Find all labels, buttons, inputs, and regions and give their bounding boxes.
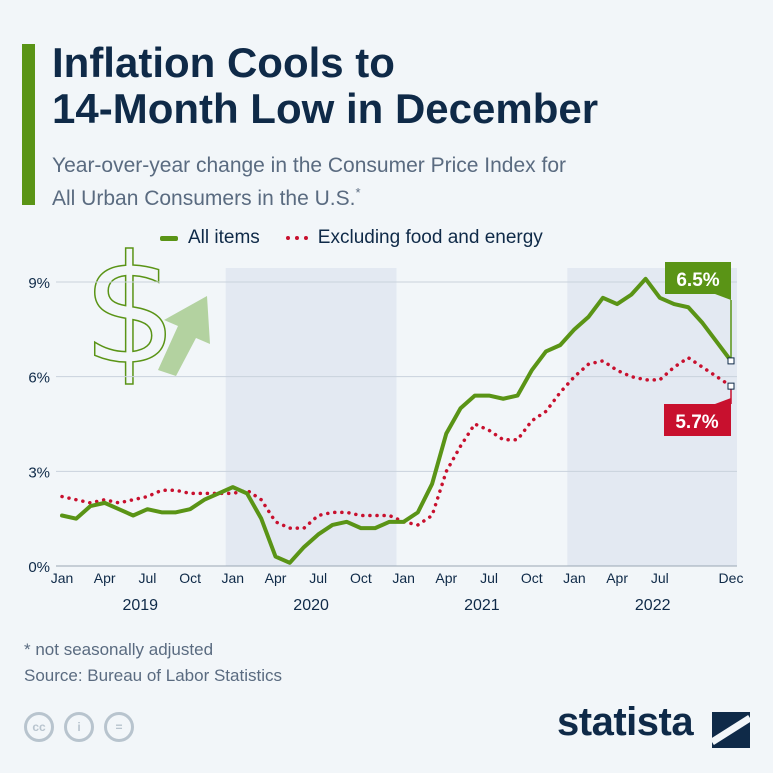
x-tick-label: Jan (392, 570, 415, 586)
x-tick-label: Jan (51, 570, 74, 586)
legend-label-all-items: All items (188, 227, 260, 248)
statista-logo[interactable]: statista (557, 700, 694, 744)
x-tick-label: Jan (222, 570, 245, 586)
x-tick-label: Apr (94, 570, 116, 586)
year-label: 2022 (635, 597, 671, 614)
subtitle-footnote-mark: * (355, 185, 361, 200)
footnote: * not seasonally adjusted (24, 640, 214, 659)
y-tick-label: 9% (28, 275, 50, 292)
chart-title: Inflation Cools to 14-Month Low in Decem… (52, 40, 598, 132)
subtitle-line-2: All Urban Consumers in the U.S. (52, 187, 356, 210)
x-tick-label: Jul (651, 570, 669, 586)
end-label-all-items: 6.5% (676, 270, 719, 291)
x-tick-label: Oct (350, 570, 372, 586)
title-line-2: 14-Month Low in December (52, 85, 599, 132)
equals-icon[interactable]: = (104, 712, 134, 742)
accent-bar (22, 44, 35, 205)
end-point-core (727, 382, 735, 390)
end-label-box-core (664, 404, 731, 436)
x-tick-label: Jul (309, 570, 327, 586)
chart-subtitle: Year-over-year change in the Consumer Pr… (52, 152, 566, 212)
x-tick-label: Jul (138, 570, 156, 586)
dollar-icon: $ (82, 224, 177, 398)
subtitle-line-1: Year-over-year change in the Consumer Pr… (52, 154, 566, 177)
year-band-2020 (225, 268, 397, 566)
legend-label-core: Excluding food and energy (317, 227, 543, 248)
x-tick-label: Oct (521, 570, 543, 586)
x-tick-label: Apr (606, 570, 628, 586)
y-tick-label: 3% (28, 464, 50, 481)
cc-icon[interactable]: cc (24, 712, 54, 742)
year-label: 2021 (464, 597, 500, 614)
end-point-all-items (727, 357, 735, 365)
y-tick-label: 0% (28, 559, 50, 576)
source-note: Source: Bureau of Labor Statistics (24, 666, 282, 685)
legend-swatch-core (285, 236, 308, 240)
legend-item-core: Excluding food and energy (285, 227, 543, 249)
year-label: 2019 (122, 597, 158, 614)
series-line-all-items (60, 276, 733, 565)
x-tick-label: Dec (719, 570, 744, 586)
end-label-tail-core (715, 398, 731, 404)
legend-swatch-all-items (160, 235, 178, 241)
chart-legend: All items Excluding food and energy (160, 227, 569, 249)
x-tick-label: Jul (480, 570, 498, 586)
end-label-core: 5.7% (675, 412, 718, 433)
license-icons: cc i = (24, 712, 144, 742)
end-label-tail-all-items (715, 294, 731, 300)
end-label-box-all-items (665, 262, 731, 294)
series-line-core (60, 355, 733, 530)
title-line-1: Inflation Cools to (52, 39, 395, 86)
x-tick-label: Apr (435, 570, 457, 586)
statista-logo-icon (712, 712, 750, 748)
x-tick-label: Oct (179, 570, 201, 586)
legend-item-all-items: All items (160, 227, 260, 249)
person-icon[interactable]: i (64, 712, 94, 742)
arrow-up-icon (158, 296, 210, 376)
year-label: 2020 (293, 597, 329, 614)
x-tick-label: Jan (563, 570, 586, 586)
x-tick-label: Apr (265, 570, 287, 586)
y-tick-label: 6% (28, 370, 50, 387)
